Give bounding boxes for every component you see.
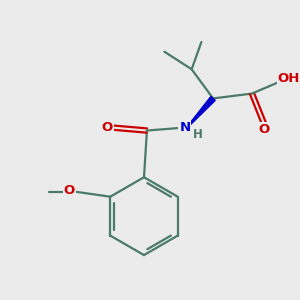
- Text: O: O: [101, 121, 112, 134]
- Text: N: N: [179, 121, 191, 134]
- Text: OH: OH: [278, 71, 300, 85]
- Polygon shape: [188, 97, 215, 127]
- Text: O: O: [258, 123, 269, 136]
- Text: O: O: [64, 184, 75, 197]
- Text: H: H: [193, 128, 202, 141]
